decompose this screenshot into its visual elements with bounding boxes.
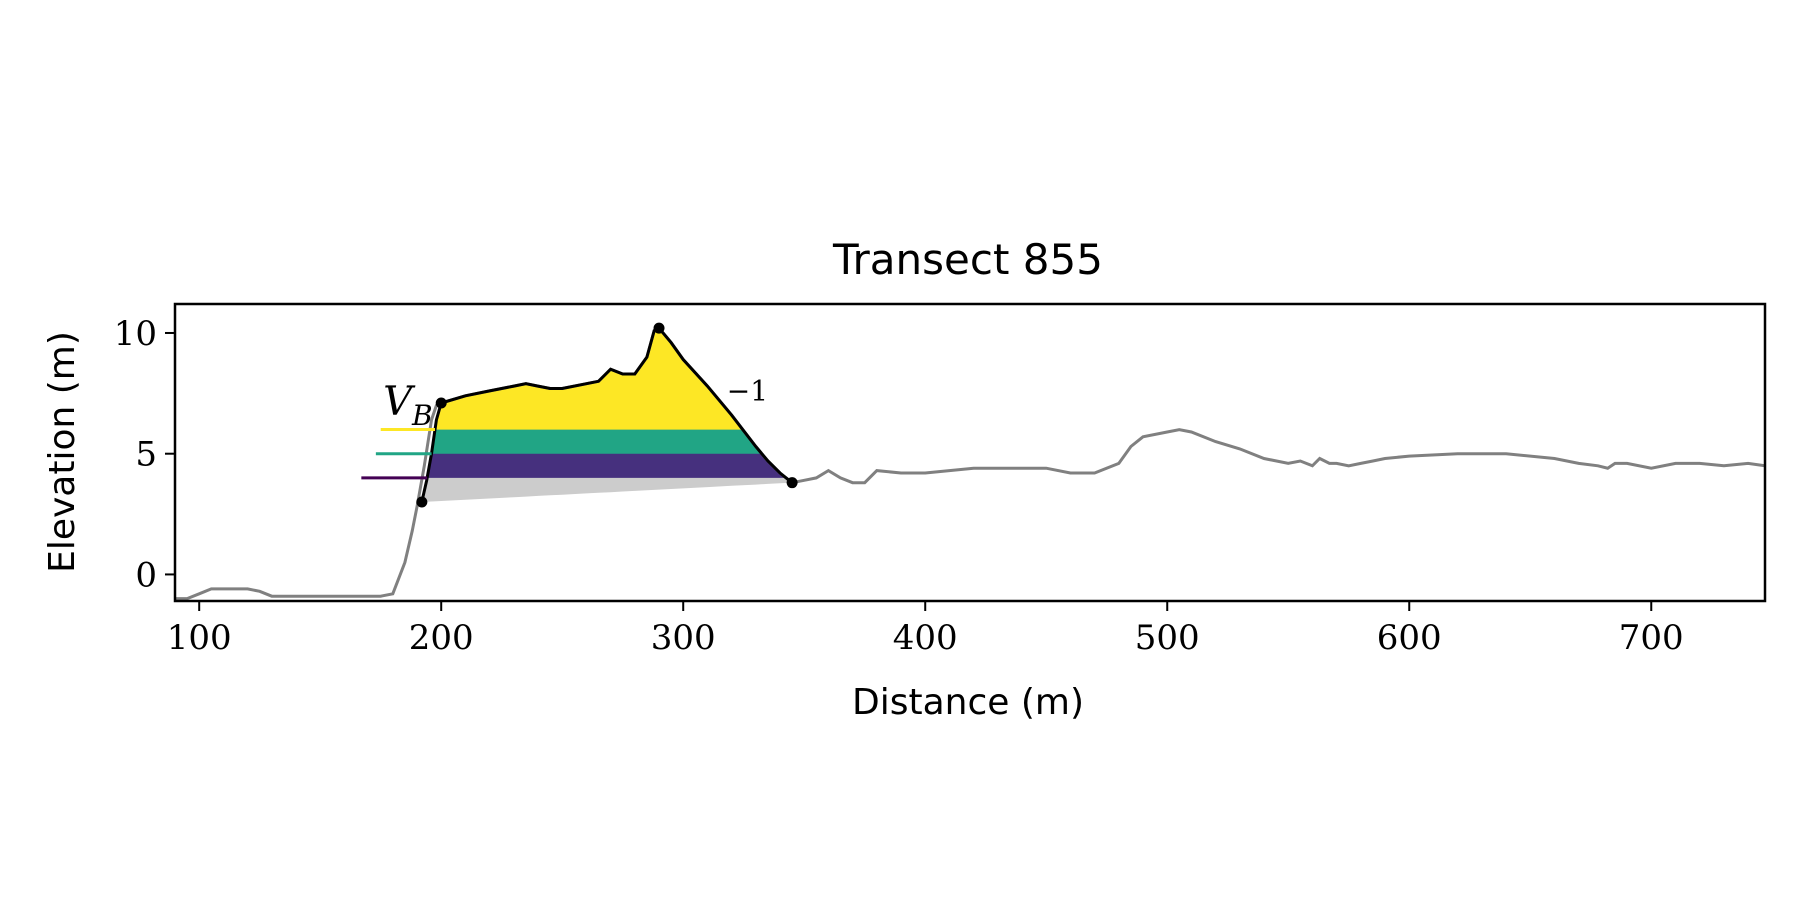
y-tick-label: 10 xyxy=(114,314,157,354)
marker-point xyxy=(653,322,665,334)
marker-point xyxy=(435,397,447,409)
x-tick-label: 100 xyxy=(167,618,232,658)
chart-title: Transect 855 xyxy=(832,235,1103,284)
vb-letter: V xyxy=(383,379,416,425)
x-tick-label: 400 xyxy=(893,618,958,658)
x-tick-label: 500 xyxy=(1135,618,1200,658)
vb-subscript: B xyxy=(411,399,433,432)
exponent-annotation: −1 xyxy=(727,375,768,408)
vb-annotation: VB xyxy=(383,379,432,432)
y-axis-label: Elevation (m) xyxy=(42,331,83,573)
plot-area xyxy=(175,322,1765,601)
x-axis: 100 200 300 400 500 600 700 xyxy=(167,601,1684,658)
plot-frame xyxy=(173,302,1767,603)
marker-point xyxy=(416,496,428,508)
x-tick-label: 600 xyxy=(1377,618,1442,658)
x-tick-label: 300 xyxy=(651,618,716,658)
profile-line xyxy=(175,326,1765,601)
marker-point xyxy=(786,477,798,489)
marker-points xyxy=(416,322,798,508)
y-tick-label: 5 xyxy=(135,435,157,475)
band-legend-lines xyxy=(361,428,435,480)
dune-outline xyxy=(420,326,794,503)
x-tick-label: 700 xyxy=(1619,618,1684,658)
x-axis-label: Distance (m) xyxy=(852,682,1084,723)
x-tick-label: 200 xyxy=(409,618,474,658)
band-top-area xyxy=(435,328,743,430)
y-tick-label: 0 xyxy=(135,555,157,595)
y-axis: 0 5 10 xyxy=(114,314,175,595)
